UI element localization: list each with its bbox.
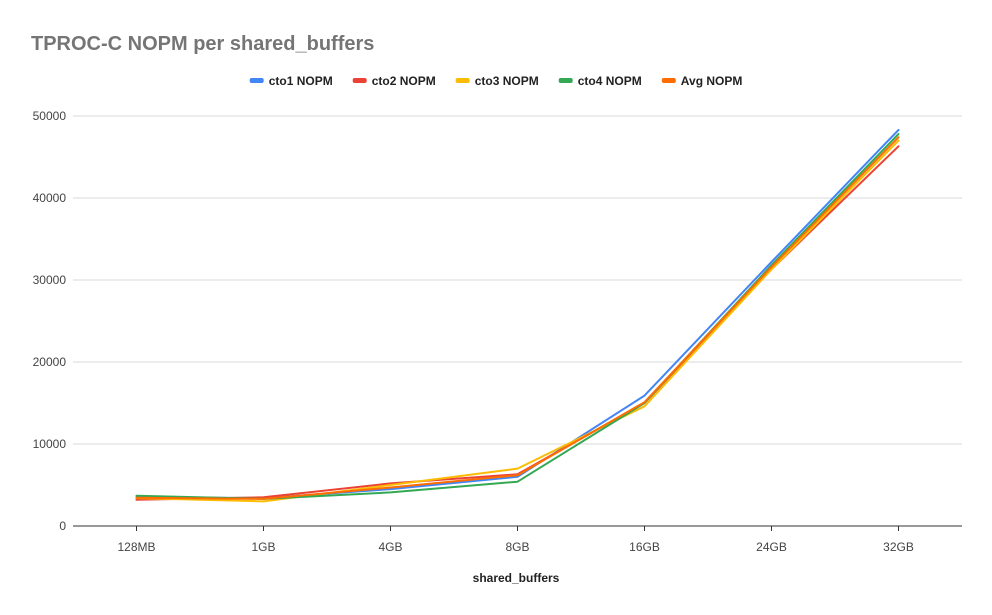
legend-swatch	[558, 78, 573, 83]
legend-swatch	[455, 78, 470, 83]
y-axis-ticks: 0 10000 20000 30000 40000 50000	[33, 109, 67, 533]
x-tick-label: 24GB	[756, 540, 787, 554]
x-axis-title: shared_buffers	[473, 571, 560, 585]
gridlines	[73, 115, 962, 527]
x-tick-label: 16GB	[629, 540, 660, 554]
y-tick-label: 10000	[33, 437, 67, 451]
y-tick-label: 20000	[33, 355, 67, 369]
legend-label: cto2 NOPM	[372, 74, 436, 88]
y-tick-label: 40000	[33, 191, 67, 205]
legend: cto1 NOPM cto2 NOPM cto3 NOPM cto4 NOPM Avg …	[249, 74, 743, 88]
series-line-avg-nopm	[135, 136, 900, 500]
series-line-cto3-nopm	[135, 139, 900, 503]
series-line-cto2-nopm	[135, 145, 900, 501]
x-tick-label: 1GB	[251, 540, 275, 554]
legend-item: cto3 NOPM	[455, 74, 539, 88]
x-axis-ticks: 128MB 1GB 4GB 8GB 16GB 24GB 32GB	[117, 526, 914, 554]
legend-label: cto3 NOPM	[475, 74, 539, 88]
legend-item: cto2 NOPM	[352, 74, 436, 88]
y-tick-label: 30000	[33, 273, 67, 287]
chart-title: TPROC-C NOPM per shared_buffers	[31, 33, 374, 55]
series-line-cto1-nopm	[135, 128, 900, 500]
y-tick-label: 0	[59, 519, 66, 533]
x-tick-label: 4GB	[378, 540, 402, 554]
x-tick-label: 32GB	[883, 540, 914, 554]
legend-label: Avg NOPM	[681, 74, 743, 88]
legend-swatch	[249, 78, 264, 83]
legend-item: cto4 NOPM	[558, 74, 642, 88]
legend-label: cto4 NOPM	[578, 74, 642, 88]
legend-swatch	[352, 78, 367, 83]
y-tick-label: 50000	[33, 109, 67, 123]
legend-swatch	[661, 78, 676, 83]
legend-item: cto1 NOPM	[249, 74, 333, 88]
x-tick-label: 128MB	[117, 540, 155, 554]
x-tick-label: 8GB	[505, 540, 529, 554]
legend-item: Avg NOPM	[661, 74, 743, 88]
legend-label: cto1 NOPM	[269, 74, 333, 88]
series-lines	[135, 128, 900, 503]
